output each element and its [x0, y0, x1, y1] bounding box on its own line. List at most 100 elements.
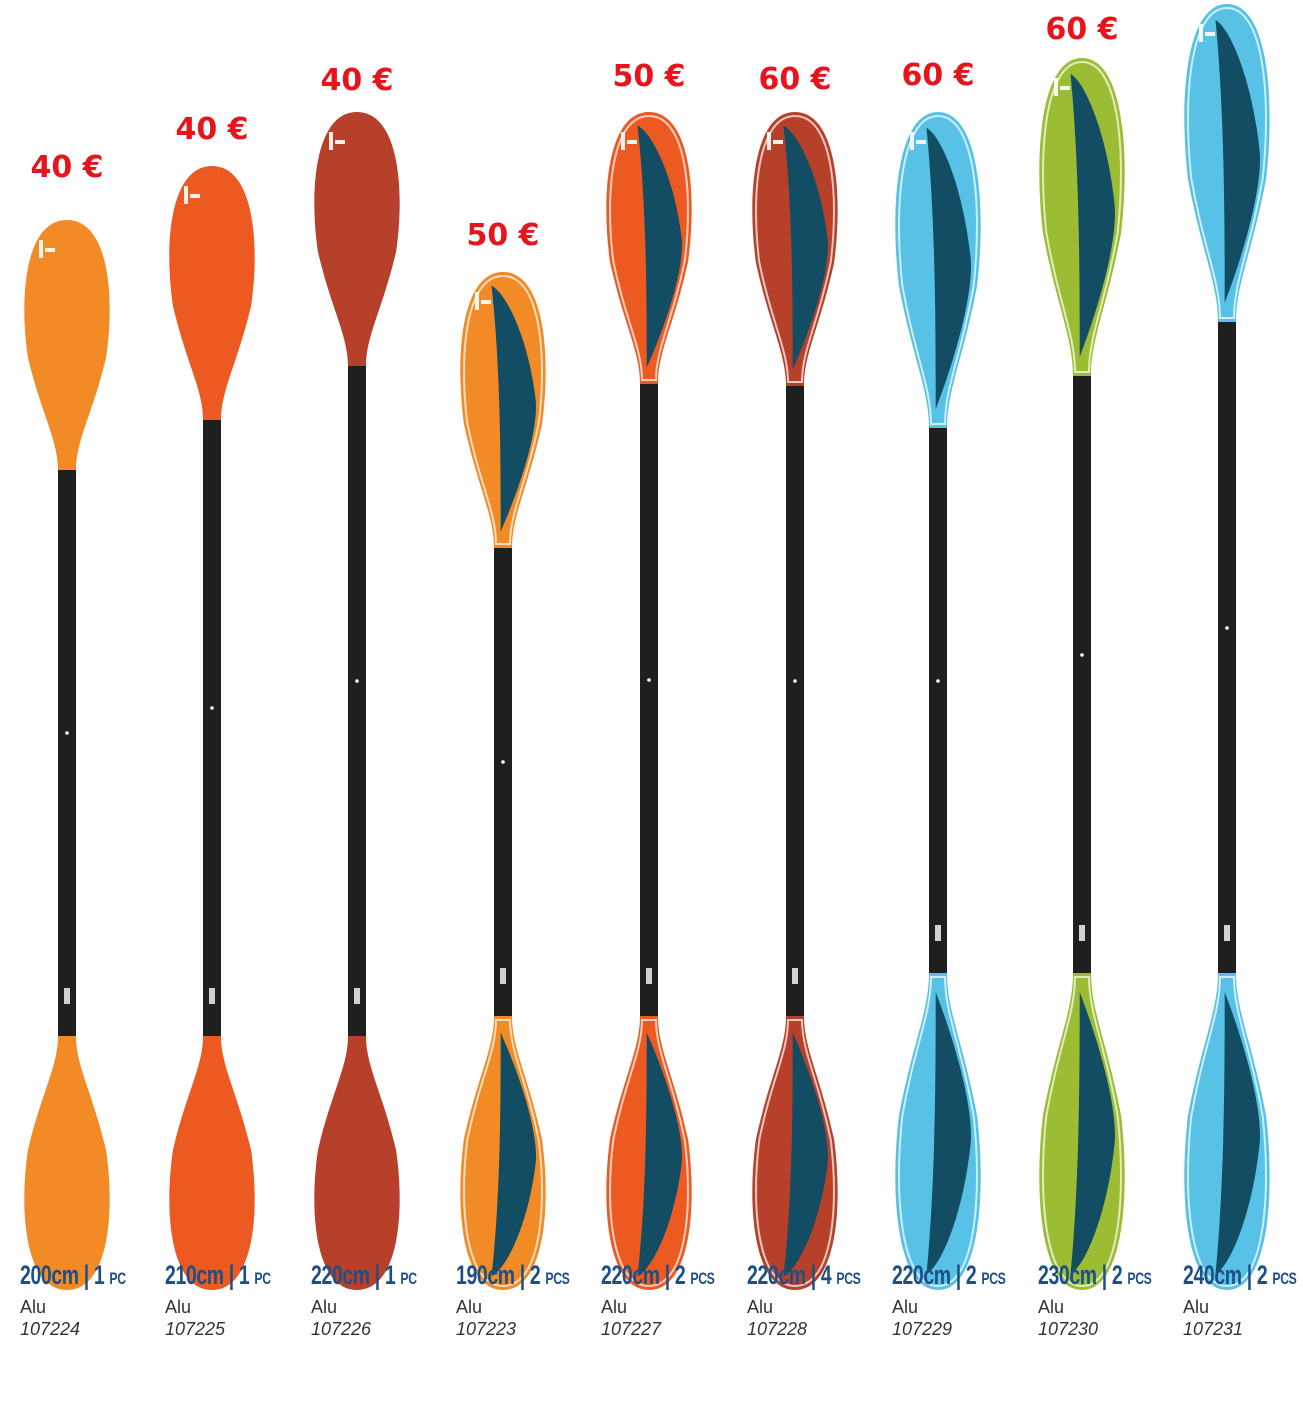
brand-logo-icon [621, 132, 637, 150]
blade-insert [491, 285, 536, 532]
shaft-logo-icon [354, 988, 360, 1004]
paddle-shaft [1218, 318, 1236, 977]
shaft-joint-dot [210, 706, 214, 710]
material-label: Alu [1038, 1297, 1065, 1317]
paddle-shaft [58, 466, 76, 1040]
lower-blade [24, 1036, 110, 1290]
brand-logo-icon [184, 186, 200, 204]
upper-blade [1184, 4, 1270, 322]
price-label: 50 € [466, 218, 540, 253]
product-caption: 190cm | 2 PCS Alu 107223 [456, 1258, 614, 1340]
shaft-joint-dot [1225, 626, 1229, 630]
product-reference: 107224 [20, 1319, 81, 1339]
product-spec: 220cm | 1 PC [311, 1258, 417, 1296]
shaft-joint-dot [355, 679, 359, 683]
material-label: Alu [311, 1297, 338, 1317]
blade-insert [783, 125, 828, 370]
brand-logo-icon [1054, 78, 1070, 96]
paddle-pieces: 2 PCS [674, 1260, 715, 1290]
price-label: 60 € [1045, 12, 1119, 47]
material-label: Alu [601, 1297, 628, 1317]
paddle-length: 220cm [311, 1260, 370, 1290]
blade-edge-line [1187, 976, 1267, 1288]
paddle-product: 50 € [433, 0, 573, 1402]
product-caption: 200cm | 1 PC Alu 107224 [20, 1258, 167, 1340]
blade-insert [637, 125, 682, 368]
product-reference: 107226 [311, 1319, 372, 1339]
blade-shape [24, 1036, 110, 1290]
shaft-logo-icon [209, 988, 215, 1004]
product-caption: 220cm | 2 PCS Alu 107227 [601, 1258, 759, 1340]
shaft-logo-icon [1079, 925, 1085, 941]
paddle-shaft [348, 362, 366, 1040]
product-reference: 107225 [165, 1319, 226, 1339]
upper-blade [606, 112, 692, 384]
paddle-illustration [752, 112, 838, 1290]
material-label: Alu [747, 1297, 774, 1317]
blade-insert [926, 992, 971, 1275]
product-spec: 220cm | 2 PCS [892, 1258, 1006, 1296]
paddle-illustration [895, 112, 981, 1290]
paddle-length: 220cm [892, 1260, 951, 1290]
product-caption: 240cm | 2 PCS Alu 107231 [1183, 1258, 1303, 1340]
upper-blade [460, 272, 546, 548]
product-caption: 220cm | 2 PCS Alu 107229 [892, 1258, 1050, 1340]
upper-blade [895, 112, 981, 428]
shaft-logo-icon [64, 988, 70, 1004]
blade-edge-line [1042, 976, 1122, 1288]
paddle-product: 40 € [142, 0, 282, 1402]
spec-separator: | [514, 1260, 530, 1290]
paddle-illustration [1039, 58, 1125, 1290]
shaft-logo-icon [500, 968, 506, 984]
spec-separator: | [1241, 1260, 1257, 1290]
paddle-product: 50 € [579, 0, 719, 1402]
spec-separator: | [223, 1260, 239, 1290]
blade-edge-line [898, 976, 978, 1288]
shaft-joint-dot [647, 678, 651, 682]
spec-separator: | [1096, 1260, 1112, 1290]
material-label: Alu [892, 1297, 919, 1317]
brand-logo-icon [910, 132, 926, 150]
shaft-joint-dot [501, 760, 505, 764]
product-reference: 107230 [1038, 1319, 1099, 1339]
blade-insert [783, 1032, 828, 1277]
upper-blade [752, 112, 838, 386]
blade-edge-line [755, 114, 835, 383]
paddle-illustration [1184, 4, 1270, 1290]
blade-edge-line [1042, 60, 1122, 373]
shaft-logo-icon [646, 968, 652, 984]
paddle-length: 240cm [1183, 1260, 1242, 1290]
product-caption: 210cm | 1 PC Alu 107225 [165, 1258, 312, 1340]
paddle-illustration [24, 220, 110, 1290]
shaft-logo-icon [1224, 925, 1230, 941]
product-spec: 220cm | 2 PCS [601, 1258, 715, 1296]
blade-insert [1070, 992, 1115, 1275]
paddle-length: 220cm [747, 1260, 806, 1290]
spec-separator: | [78, 1260, 94, 1290]
blade-edge-line [463, 274, 543, 545]
spec-separator: | [659, 1260, 675, 1290]
blade-insert [926, 127, 971, 410]
product-spec: 210cm | 1 PC [165, 1258, 271, 1296]
blade-edge-line [755, 1019, 835, 1288]
brand-logo-icon [767, 132, 783, 150]
paddle-shaft [203, 416, 221, 1040]
product-spec: 240cm | 2 PCS [1183, 1258, 1297, 1296]
paddle-length: 190cm [456, 1260, 515, 1290]
lower-blade [1039, 973, 1125, 1290]
lower-blade [314, 1036, 400, 1290]
upper-blade [169, 166, 255, 420]
material-label: Alu [165, 1297, 192, 1317]
lower-blade [752, 1016, 838, 1290]
shaft-joint-dot [65, 731, 69, 735]
price-label: 40 € [320, 63, 394, 98]
price-label: 60 € [758, 62, 832, 97]
lower-blade [606, 1016, 692, 1290]
product-caption: 220cm | 1 PC Alu 107226 [311, 1258, 458, 1340]
paddle-product: 40 € [0, 0, 137, 1402]
shaft-joint-dot [1080, 653, 1084, 657]
paddle-length: 220cm [601, 1260, 660, 1290]
shaft-logo-icon [792, 968, 798, 984]
blade-shape [169, 1036, 255, 1290]
brand-logo-icon [329, 132, 345, 150]
